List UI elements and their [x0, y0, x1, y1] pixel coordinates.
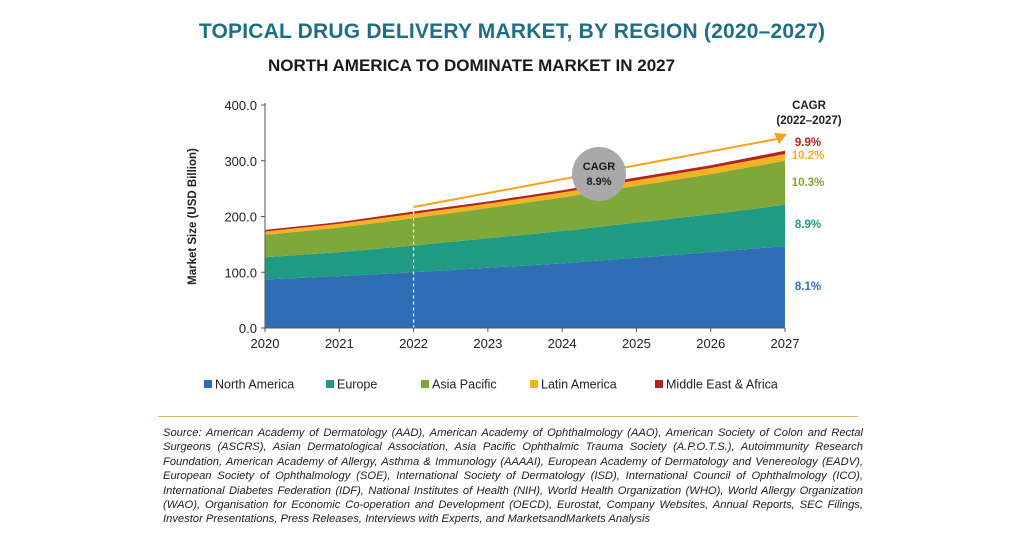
area-north-america	[265, 246, 785, 328]
area-europe	[265, 204, 785, 280]
legend-label: North America	[215, 378, 294, 392]
area-latin-america	[265, 154, 785, 235]
y-axis-label: Market Size (USD Billion)	[187, 148, 199, 285]
legend-label: Middle East & Africa	[666, 378, 778, 392]
legend-swatch	[421, 380, 429, 388]
cagr-label-europe: 8.9%	[795, 219, 821, 231]
x-tick-label: 2025	[622, 336, 651, 351]
legend-swatch	[204, 380, 212, 388]
x-tick-label: 2027	[771, 336, 800, 351]
x-tick-label: 2021	[325, 336, 354, 351]
legend-label: Europe	[337, 378, 377, 392]
x-tick-label: 2020	[251, 336, 280, 351]
cagr-bubble-value: 8.9%	[586, 176, 611, 188]
stacked-area-chart: 0.0 100.0 200.0 300.0 400.0 2020 2021 2022 2023 2…	[187, 98, 842, 392]
x-tick-label: 2024	[548, 336, 577, 351]
cagr-label-middle-east-africa: 9.9%	[795, 137, 821, 149]
y-tick-label: 100.0	[224, 265, 257, 280]
source-note: Source: American Academy of Dermatology …	[163, 427, 863, 526]
y-tick-label: 0.0	[239, 321, 257, 336]
x-tick-label: 2026	[696, 336, 725, 351]
area-asia-pacific	[265, 160, 785, 258]
cagr-label-north-america: 8.1%	[795, 281, 821, 293]
legend-swatch	[326, 380, 334, 388]
cagr-label-asia-pacific: 10.3%	[792, 177, 825, 189]
chart-title: TOPICAL DRUG DELIVERY MARKET, BY REGION …	[198, 20, 826, 43]
y-tick-label: 300.0	[224, 154, 257, 169]
legend-label: Asia Pacific	[432, 378, 497, 392]
legend-label: Latin America	[541, 378, 617, 392]
y-tick-label: 400.0	[224, 98, 257, 113]
cagr-bubble	[572, 147, 626, 201]
x-tick-label: 2022	[399, 336, 428, 351]
cagr-arrow-head	[774, 133, 787, 144]
legend-swatch	[530, 380, 538, 388]
chart-subtitle: NORTH AMERICA TO DOMINATE MARKET IN 2027	[268, 56, 676, 75]
divider	[158, 416, 858, 417]
cagr-header: CAGR	[792, 100, 827, 112]
y-tick-label: 200.0	[224, 210, 257, 225]
x-tick-label: 2023	[473, 336, 502, 351]
cagr-bubble-label: CAGR	[583, 161, 615, 173]
cagr-header-period: (2022–2027)	[776, 115, 841, 127]
legend-swatch	[655, 380, 663, 388]
cagr-label-latin-america: 10.2%	[792, 150, 825, 162]
